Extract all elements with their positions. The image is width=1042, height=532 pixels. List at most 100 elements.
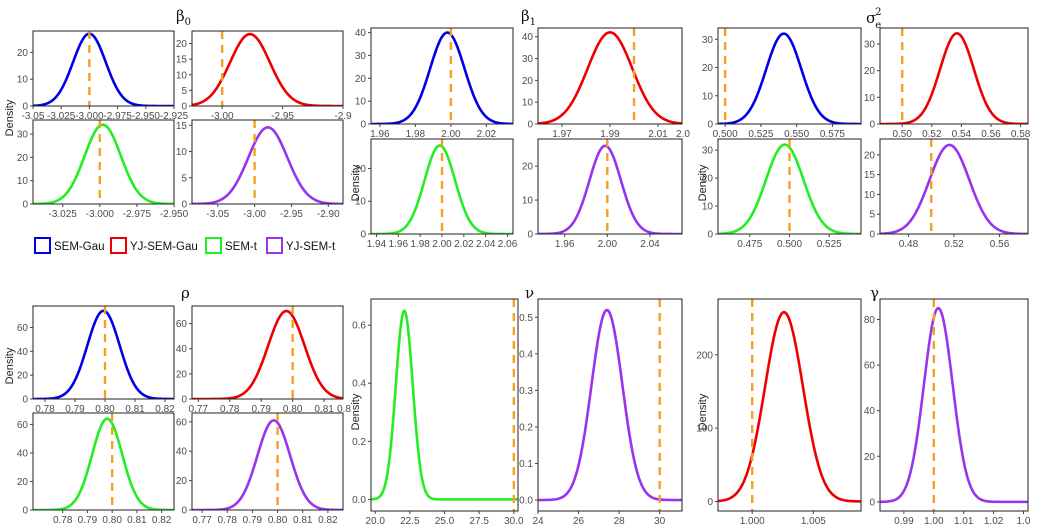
x-tick-label-beta1-sem-t-4: 2.02 <box>454 239 474 250</box>
x-tick-label-beta1-sem-t-6: 2.06 <box>498 239 518 250</box>
title-beta1: β1 <box>521 7 536 28</box>
y-tick-label-beta1-sem-gau-3: 30 <box>355 51 367 62</box>
panel-beta0-yj-sem-gau: -3.00 -2.95 -2.9 0 5 10 15 20 <box>176 30 352 122</box>
x-tick-label-beta0-yj-sem-gau-2: -2.9 <box>334 111 352 122</box>
x-tick-label-gamma-yj-sem-t-2: 1.01 <box>954 516 974 527</box>
y-tick-label-sigma-sem-t-1: 10 <box>702 202 714 213</box>
y-tick-label-rho-yj-sem-gau-0: 0 <box>181 395 187 406</box>
x-tick-label-beta0-sem-gau-5: -2.925 <box>160 111 189 122</box>
y-tick-label-beta1-yj-sem-gau-2: 20 <box>522 76 534 87</box>
x-tick-label-beta0-sem-gau-3: -2.975 <box>103 111 132 122</box>
panel-frame-nu-yj-sem-t <box>537 298 683 512</box>
x-tick-label-extra-rho-yj-sem-gau: 0.8 <box>337 404 351 415</box>
x-tick-label-beta1-yj-sem-t-2: 2.04 <box>640 239 660 250</box>
x-tick-label-beta1-sem-gau-1: 1.98 <box>406 129 426 140</box>
x-tick-label-sigma-sem-gau-2: 0.550 <box>784 129 809 140</box>
density-curve-beta0-yj-sem-t <box>192 126 343 204</box>
y-tick-label-beta0-sem-t-0: 0 <box>22 200 28 211</box>
x-tick-label-gamma-yj-sem-gau-1: 1.005 <box>801 516 826 527</box>
x-tick-label-rho-yj-sem-t-2: 0.79 <box>243 515 263 526</box>
x-tick-label-rho-sem-t-2: 0.80 <box>102 515 122 526</box>
x-tick-label-beta0-yj-sem-t-0: -3.05 <box>206 209 229 220</box>
y-tick-label-sigma-sem-t-2: 20 <box>702 174 714 185</box>
x-tick-label-sigma-yj-sem-gau-2: 0.54 <box>952 129 972 140</box>
panel-frame-beta0-sem-gau <box>32 30 175 107</box>
density-curve-beta0-sem-t <box>33 123 174 204</box>
y-tick-label-rho-yj-sem-t-0: 0 <box>181 506 187 517</box>
density-curve-rho-sem-t <box>33 417 174 510</box>
x-tick-label-beta1-sem-gau-0: 1.96 <box>370 129 390 140</box>
density-curve-beta1-yj-sem-gau <box>538 31 682 124</box>
y-tick-label-sigma-sem-t-0: 0 <box>707 230 713 241</box>
x-tick-label-sigma-yj-sem-t-2: 0.56 <box>990 239 1010 250</box>
y-tick-label-beta0-sem-gau-2: 20 <box>17 48 29 59</box>
panel-frame-beta0-sem-t <box>32 119 175 205</box>
y-tick-label-beta0-sem-gau-0: 0 <box>22 102 28 113</box>
title-gamma: γ <box>870 284 879 302</box>
x-tick-label-beta1-sem-t-1: 1.96 <box>389 239 409 250</box>
y-axis-label-beta1: Density <box>350 164 362 201</box>
panel-frame-rho-sem-t <box>32 412 175 511</box>
y-tick-label-beta1-yj-sem-gau-1: 10 <box>522 98 534 109</box>
panel-frame-rho-yj-sem-t <box>191 412 344 511</box>
x-tick-label-beta1-yj-sem-gau-2: 2.01 <box>648 129 668 140</box>
y-tick-label-beta1-sem-t-2: 20 <box>355 164 367 175</box>
panel-nu-sem-t: 20.0 22.5 25.0 27.5 30.0 0.0 0.2 0.4 0.6 <box>352 298 524 527</box>
x-tick-label-sigma-yj-sem-gau-3: 0.56 <box>981 129 1001 140</box>
y-tick-label-beta1-sem-t-1: 10 <box>355 197 367 208</box>
x-tick-label-rho-sem-t-1: 0.79 <box>78 515 98 526</box>
legend-label-yj-sem-t: YJ-SEM-t <box>286 241 336 253</box>
y-tick-label-sigma-yj-sem-t-4: 20 <box>864 150 876 161</box>
x-tick-label-sigma-sem-t-0: 0.475 <box>737 239 762 250</box>
y-tick-label-rho-sem-gau-1: 20 <box>17 371 29 382</box>
density-curve-rho-sem-gau <box>33 309 174 399</box>
x-tick-label-rho-yj-sem-gau-4: 0.81 <box>314 404 334 415</box>
y-tick-label-sigma-yj-sem-t-3: 15 <box>864 170 876 181</box>
y-tick-label-beta1-sem-gau-0: 0 <box>360 120 366 131</box>
x-tick-label-beta0-sem-gau-1: -3.025 <box>47 111 76 122</box>
y-tick-label-rho-yj-sem-t-2: 40 <box>176 447 188 458</box>
density-curve-beta1-sem-gau <box>371 31 513 124</box>
x-tick-label-sigma-sem-t-2: 0.525 <box>817 239 842 250</box>
y-tick-label-nu-yj-sem-t-2: 0.2 <box>519 422 533 433</box>
y-tick-label-nu-sem-t-1: 0.2 <box>352 437 366 448</box>
y-tick-label-sigma-sem-t-3: 30 <box>702 146 714 157</box>
x-tick-label-nu-sem-t-0: 20.0 <box>365 516 385 527</box>
y-tick-label-sigma-yj-sem-gau-3: 30 <box>864 40 876 51</box>
y-tick-label-beta1-sem-t-0: 0 <box>360 230 366 241</box>
x-tick-label-beta0-sem-t-0: -3.025 <box>49 209 78 220</box>
x-tick-label-beta1-sem-t-5: 2.04 <box>476 239 496 250</box>
y-tick-label-sigma-sem-gau-0: 0 <box>707 120 713 131</box>
y-tick-label-beta1-yj-sem-t-2: 20 <box>522 162 534 173</box>
x-tick-label-rho-sem-t-4: 0.82 <box>152 515 172 526</box>
legend: SEM-Gau YJ-SEM-Gau SEM-t YJ-SEM-t <box>34 237 336 254</box>
x-tick-label-sigma-sem-t-1: 0.500 <box>777 239 802 250</box>
legend-label-yj-sem-gau: YJ-SEM-Gau <box>130 241 198 253</box>
x-tick-label-sigma-yj-sem-gau-4: 0.58 <box>1011 129 1031 140</box>
x-tick-label-sigma-yj-sem-gau-0: 0.50 <box>892 129 912 140</box>
y-axis-label-sigma: Density <box>697 164 709 201</box>
legend-swatch-yj-sem-t <box>266 237 283 254</box>
y-tick-label-nu-sem-t-0: 0.0 <box>352 495 366 506</box>
y-axis-label-nu: Density <box>350 393 362 430</box>
y-tick-label-nu-yj-sem-t-1: 0.1 <box>519 459 533 470</box>
x-tick-label-beta1-sem-gau-2: 2.00 <box>441 129 461 140</box>
x-tick-label-beta0-sem-gau-0: -3.05 <box>22 111 45 122</box>
y-tick-label-nu-yj-sem-t-5: 0.5 <box>519 313 533 324</box>
y-tick-label-beta0-yj-sem-gau-3: 15 <box>176 55 188 66</box>
y-tick-label-beta0-yj-sem-gau-0: 0 <box>181 102 187 113</box>
y-tick-label-nu-yj-sem-t-3: 0.3 <box>519 386 533 397</box>
panel-rho-sem-t: 0.78 0.79 0.80 0.81 0.82 0 20 40 60 <box>17 412 175 526</box>
x-tick-label-beta1-sem-gau-3: 2.02 <box>477 129 497 140</box>
y-axis-label-gamma: Density <box>697 393 709 430</box>
y-tick-label-rho-sem-gau-0: 0 <box>22 395 28 406</box>
panel-frame-gamma-yj-sem-gau <box>717 298 862 512</box>
y-tick-label-beta0-yj-sem-t-0: 0 <box>181 200 187 211</box>
density-curve-sigma-sem-gau <box>718 32 861 124</box>
title-sigma-e2: σe2 <box>866 7 882 31</box>
panel-nu-yj-sem-t: 24 26 28 30 0.0 0.1 0.2 0.3 0.4 0.5 <box>519 298 683 527</box>
x-tick-label-sigma-sem-gau-3: 0.575 <box>820 129 845 140</box>
